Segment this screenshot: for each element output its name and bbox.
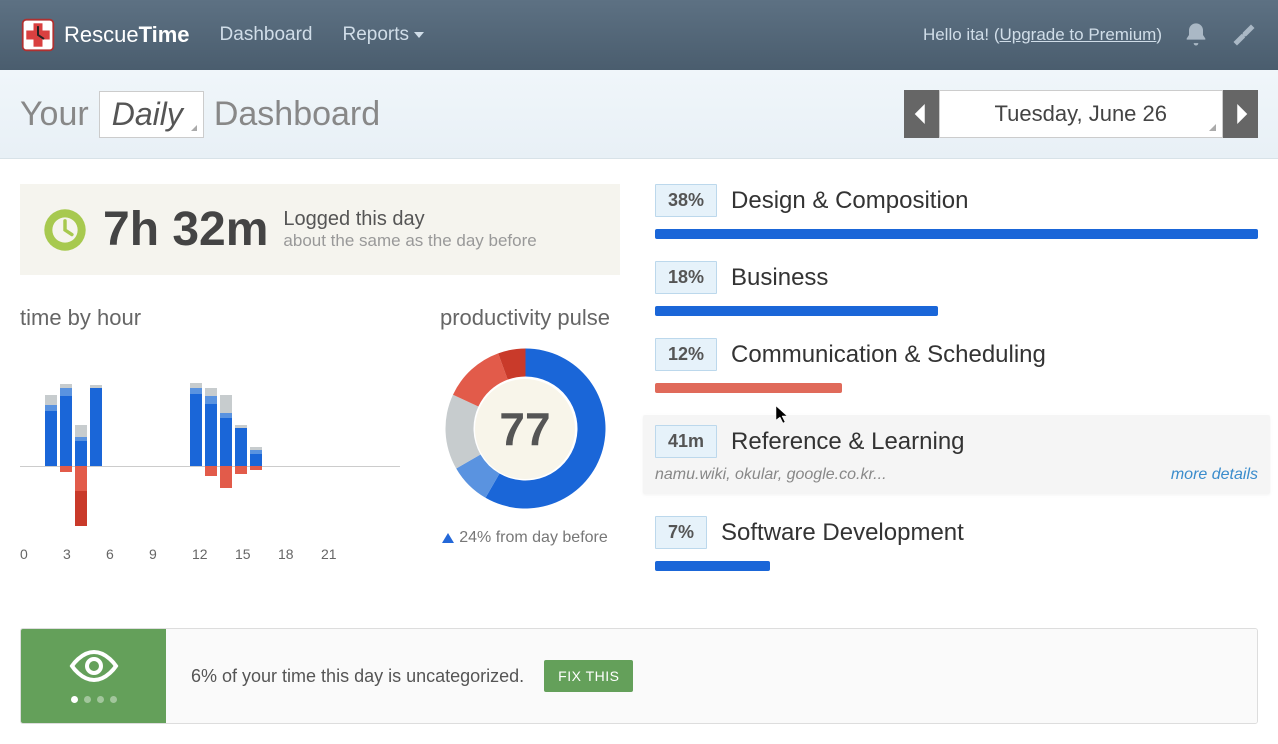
pulse-change: 24% from day before [430, 529, 620, 547]
category-badge: 18% [655, 261, 717, 294]
caret-down-icon [414, 32, 424, 38]
main-header: RescueTime Dashboard Reports Hello ita! … [0, 0, 1278, 70]
category-name: Design & Composition [731, 187, 968, 215]
category-item[interactable]: 18% Business [655, 261, 1258, 316]
category-bar [655, 383, 842, 393]
date-next-button[interactable] [1223, 90, 1258, 138]
bell-icon[interactable] [1182, 21, 1210, 49]
bar-column[interactable] [90, 346, 102, 535]
category-bar [655, 229, 1258, 239]
pulse-title: productivity pulse [430, 305, 620, 331]
bar-column[interactable] [250, 346, 262, 535]
logo-icon [20, 17, 56, 53]
banner-text: 6% of your time this day is uncategorize… [191, 666, 524, 687]
title-prefix: Your [20, 95, 89, 134]
fix-this-button[interactable]: FIX THIS [544, 660, 633, 692]
date-nav: Tuesday, June 26 [904, 90, 1258, 138]
category-bar [655, 561, 770, 571]
bar-column[interactable] [205, 346, 217, 535]
logged-compare: about the same as the day before [283, 231, 536, 251]
uncategorized-banner: 6% of your time this day is uncategorize… [20, 628, 1258, 724]
banner-dots[interactable] [71, 696, 117, 703]
header-right: Hello ita! (Upgrade to Premium) [923, 21, 1258, 49]
x-labels: 036912151821 [20, 546, 400, 562]
titlebar: Your Daily Dashboard Tuesday, June 26 [0, 70, 1278, 159]
logged-meta: Logged this day about the same as the da… [283, 208, 536, 251]
brand-bold: Time [139, 22, 190, 47]
categories: 38% Design & Composition 18% Business 12% Com… [655, 184, 1258, 593]
category-name: Communication & Scheduling [731, 341, 1046, 369]
donut: 77 [443, 346, 608, 511]
up-arrow-icon [442, 533, 454, 543]
nav-reports[interactable]: Reports [343, 24, 425, 46]
category-item[interactable]: 12% Communication & Scheduling [655, 338, 1258, 393]
tools-icon[interactable] [1230, 21, 1258, 49]
logo[interactable]: RescueTime [20, 17, 190, 53]
greeting: Hello ita! (Upgrade to Premium) [923, 25, 1162, 45]
bar-column[interactable] [220, 346, 232, 535]
bar-area [20, 346, 400, 536]
pulse-score: 77 [475, 379, 575, 479]
bar-column[interactable] [235, 346, 247, 535]
banner-content: 6% of your time this day is uncategorize… [166, 629, 1257, 723]
category-bar [655, 306, 938, 316]
pulse-chart: productivity pulse 77 24% from day befor… [430, 305, 620, 562]
bar-column[interactable] [60, 346, 72, 535]
category-badge: 12% [655, 338, 717, 371]
logged-label: Logged this day [283, 208, 536, 231]
category-name: Business [731, 264, 828, 292]
more-details-link[interactable]: more details [1171, 466, 1258, 484]
category-item[interactable]: 7% Software Development [655, 516, 1258, 571]
eye-icon [69, 649, 119, 684]
bar-column[interactable] [190, 346, 202, 535]
main-nav: Dashboard Reports [220, 24, 923, 46]
main-content: 7h 32m Logged this day about the same as… [0, 159, 1278, 618]
category-badge: 7% [655, 516, 707, 549]
bar-column[interactable] [75, 346, 87, 535]
category-badge: 38% [655, 184, 717, 217]
logged-time: 7h 32m [103, 202, 268, 257]
upgrade-link[interactable]: Upgrade to Premium [999, 25, 1156, 44]
title-suffix: Dashboard [214, 95, 380, 134]
category-detail: namu.wiki, okular, google.co.kr... [655, 466, 887, 484]
brand-thin: Rescue [64, 22, 139, 47]
category-item[interactable]: 38% Design & Composition [655, 184, 1258, 239]
hourly-chart: time by hour 036912151821 [20, 305, 400, 562]
category-name: Software Development [721, 519, 964, 547]
clock-icon [42, 207, 88, 253]
period-dropdown[interactable]: Daily [99, 91, 204, 138]
charts-row: time by hour 036912151821 productivity p… [20, 305, 620, 562]
category-name: Reference & Learning [731, 428, 964, 456]
nav-dashboard[interactable]: Dashboard [220, 24, 313, 46]
title-left: Your Daily Dashboard [20, 91, 380, 138]
banner-icon-box [21, 629, 166, 723]
left-column: 7h 32m Logged this day about the same as… [20, 184, 620, 593]
logged-box: 7h 32m Logged this day about the same as… [20, 184, 620, 275]
date-prev-button[interactable] [904, 90, 939, 138]
hourly-title: time by hour [20, 305, 400, 331]
category-item[interactable]: 41m Reference & Learning namu.wiki, okular… [643, 415, 1270, 494]
date-display[interactable]: Tuesday, June 26 [939, 90, 1223, 138]
bar-column[interactable] [45, 346, 57, 535]
category-badge: 41m [655, 425, 717, 458]
